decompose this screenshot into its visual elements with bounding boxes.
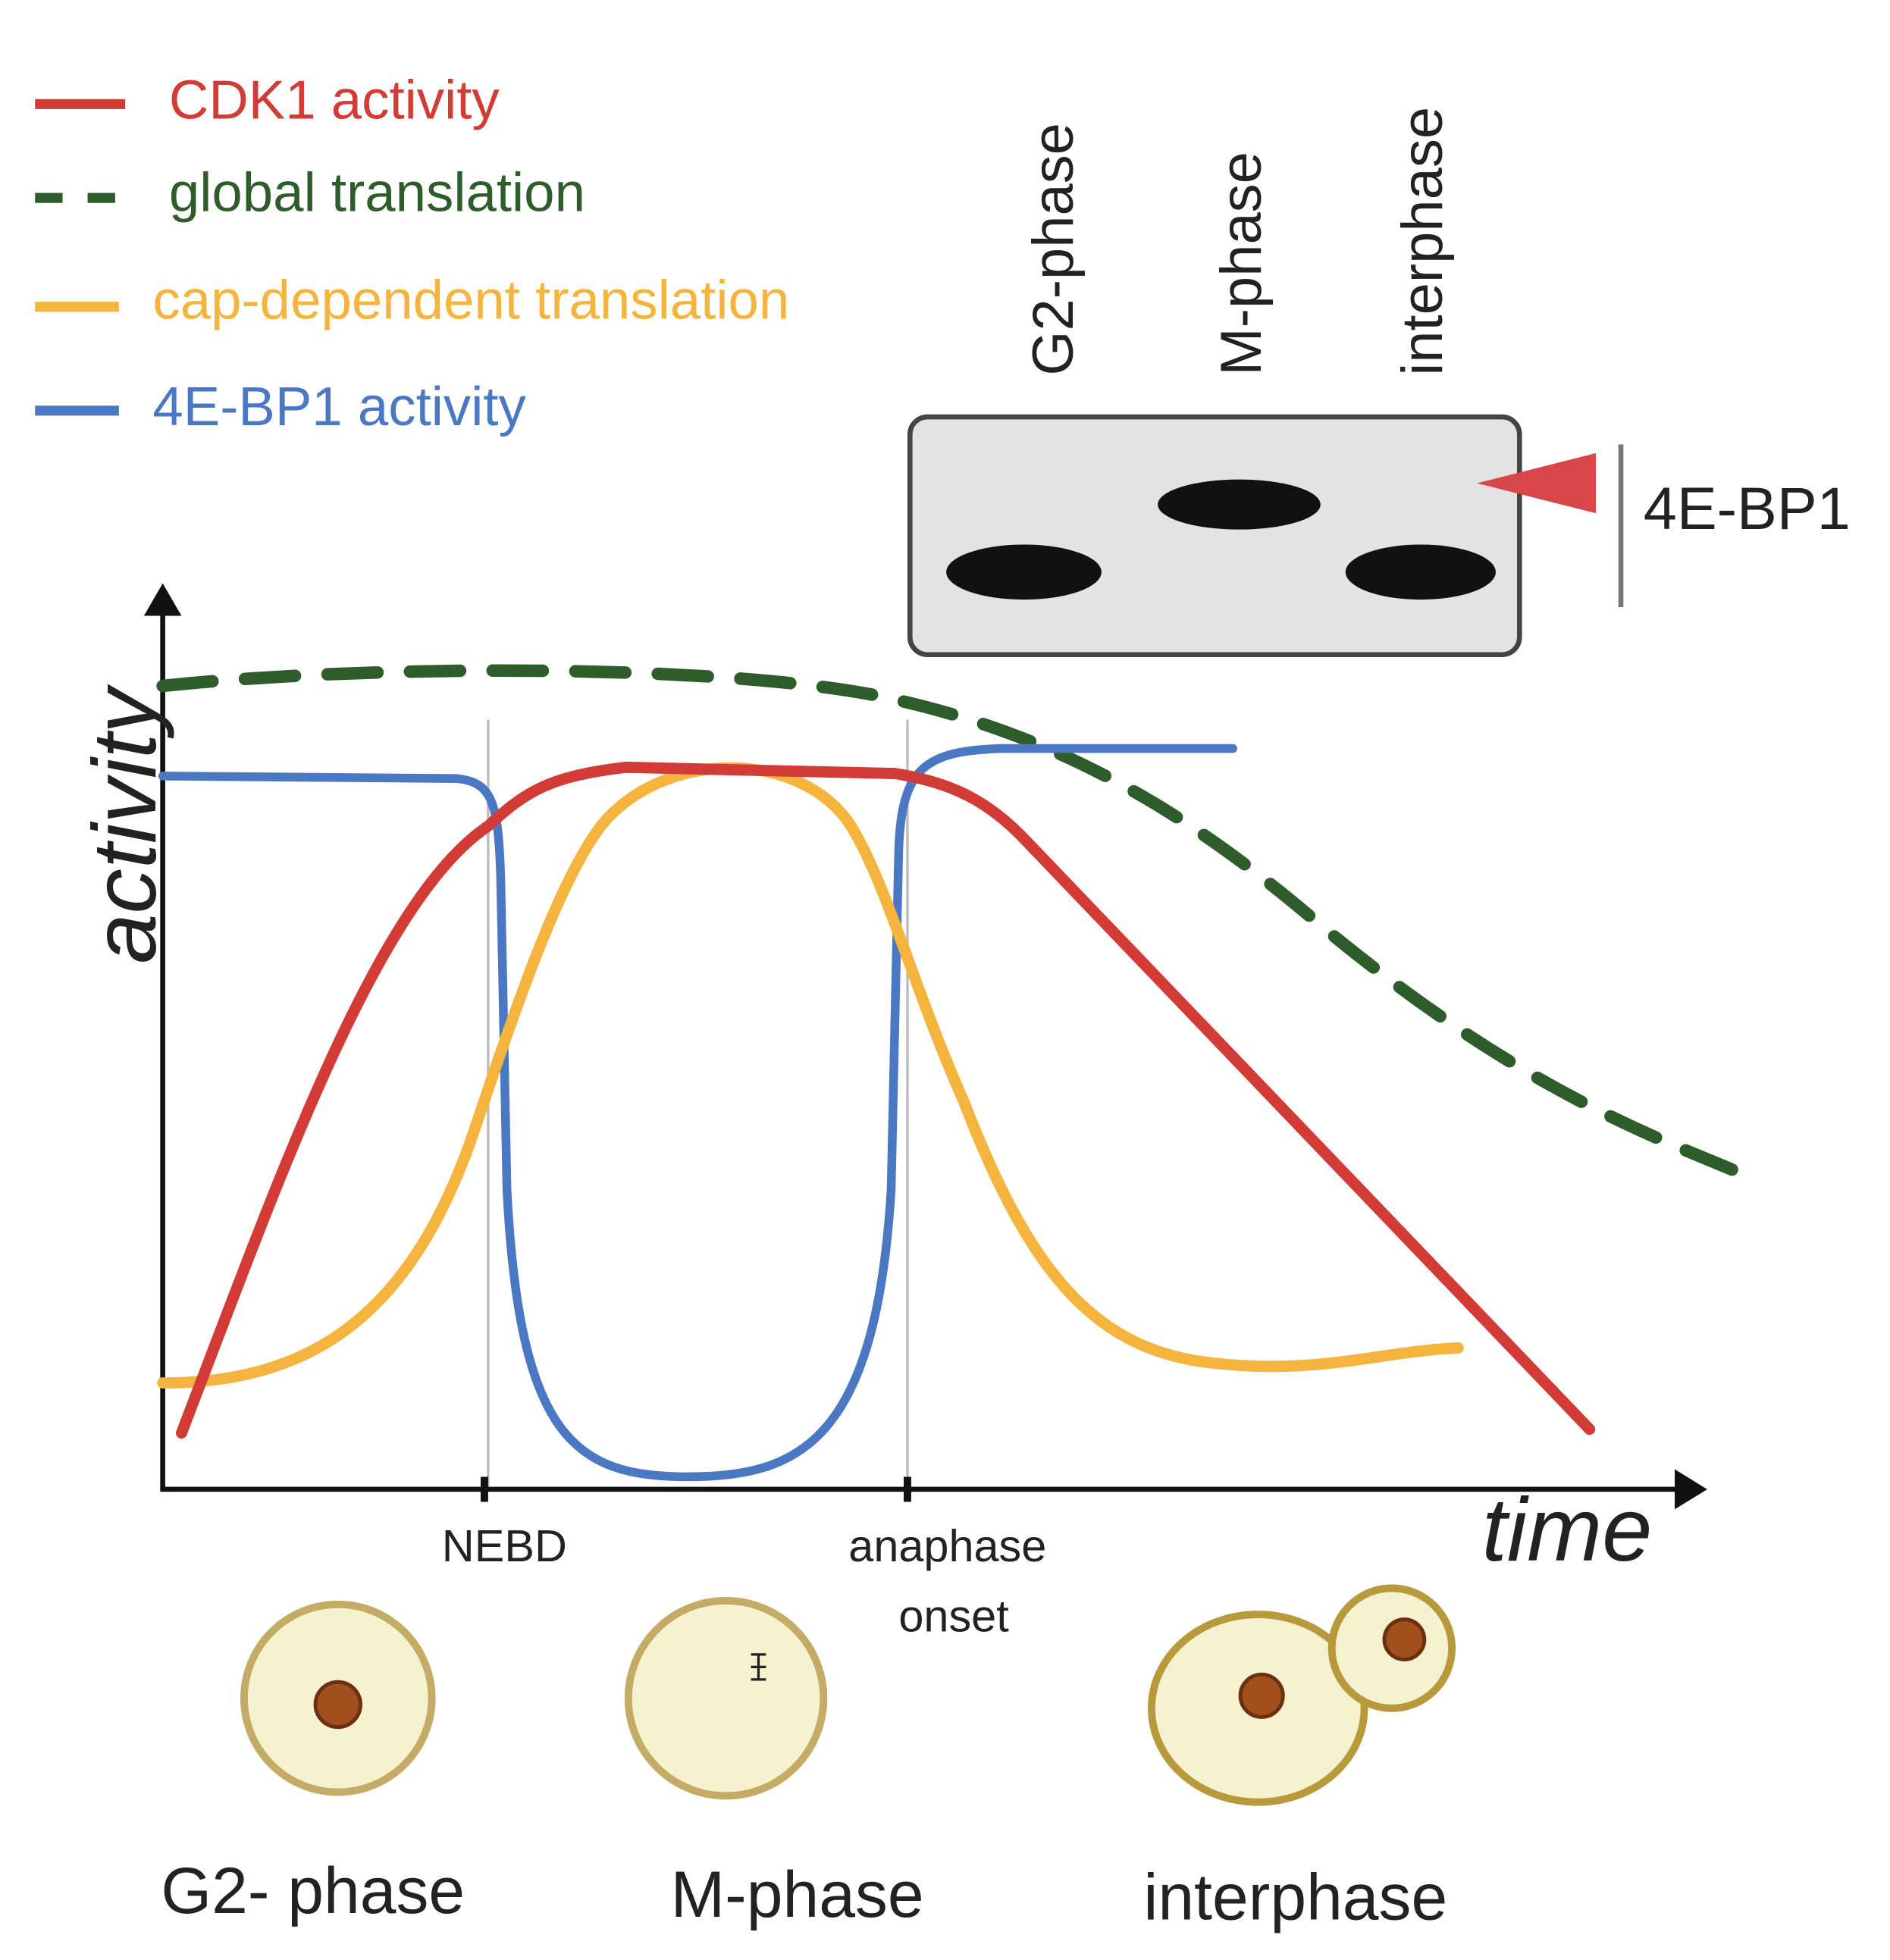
arrowhead: [1477, 452, 1597, 514]
blot-membrane: [907, 414, 1522, 658]
cells: G2- phase M-phase interphase: [161, 1584, 1456, 1933]
axes: activity time NEBD anaphase onset: [74, 583, 1707, 1641]
cell-label: G2- phase: [161, 1855, 465, 1927]
lane-label: G2-phase: [1021, 123, 1086, 376]
marker-label: onset: [898, 1590, 1009, 1641]
y-axis-label: activity: [74, 684, 175, 964]
cdk1-curve: [175, 761, 1596, 1439]
nucleus: [313, 1680, 362, 1730]
spindle: [751, 1653, 766, 1681]
cell-label: interphase: [1143, 1861, 1447, 1933]
lane-label: interphase: [1390, 107, 1455, 376]
nucleus: [1238, 1672, 1285, 1719]
band: [1158, 479, 1321, 530]
legend-label: cap-dependent translation: [152, 270, 789, 331]
cap-dependent-curve: [157, 762, 1464, 1389]
curves: [156, 664, 1740, 1482]
band: [1345, 544, 1496, 600]
nucleus: [1382, 1617, 1427, 1661]
band: [946, 544, 1102, 600]
cell-label: M-phase: [671, 1858, 924, 1931]
cell: [624, 1596, 828, 1800]
lane-label: M-phase: [1209, 152, 1274, 375]
arrowhead: [1675, 1469, 1707, 1510]
global-translation-curve: [156, 664, 1740, 1177]
marker-label: anaphase: [848, 1520, 1046, 1571]
x-axis-label: time: [1482, 1479, 1653, 1580]
4e-bp1-curve: [158, 744, 1238, 1482]
western-blot: G2-phase M-phase interphase 4E-BP1: [907, 107, 1851, 658]
legend-label: 4E-BP1 activity: [152, 376, 526, 437]
legend: CDK1 activity global translation cap-dep…: [35, 69, 789, 437]
legend-label: global translation: [169, 162, 585, 224]
blot-label: 4E-BP1: [1644, 474, 1851, 542]
legend-label: CDK1 activity: [169, 69, 500, 130]
arrowhead: [143, 583, 182, 616]
marker-label: NEBD: [442, 1520, 567, 1571]
